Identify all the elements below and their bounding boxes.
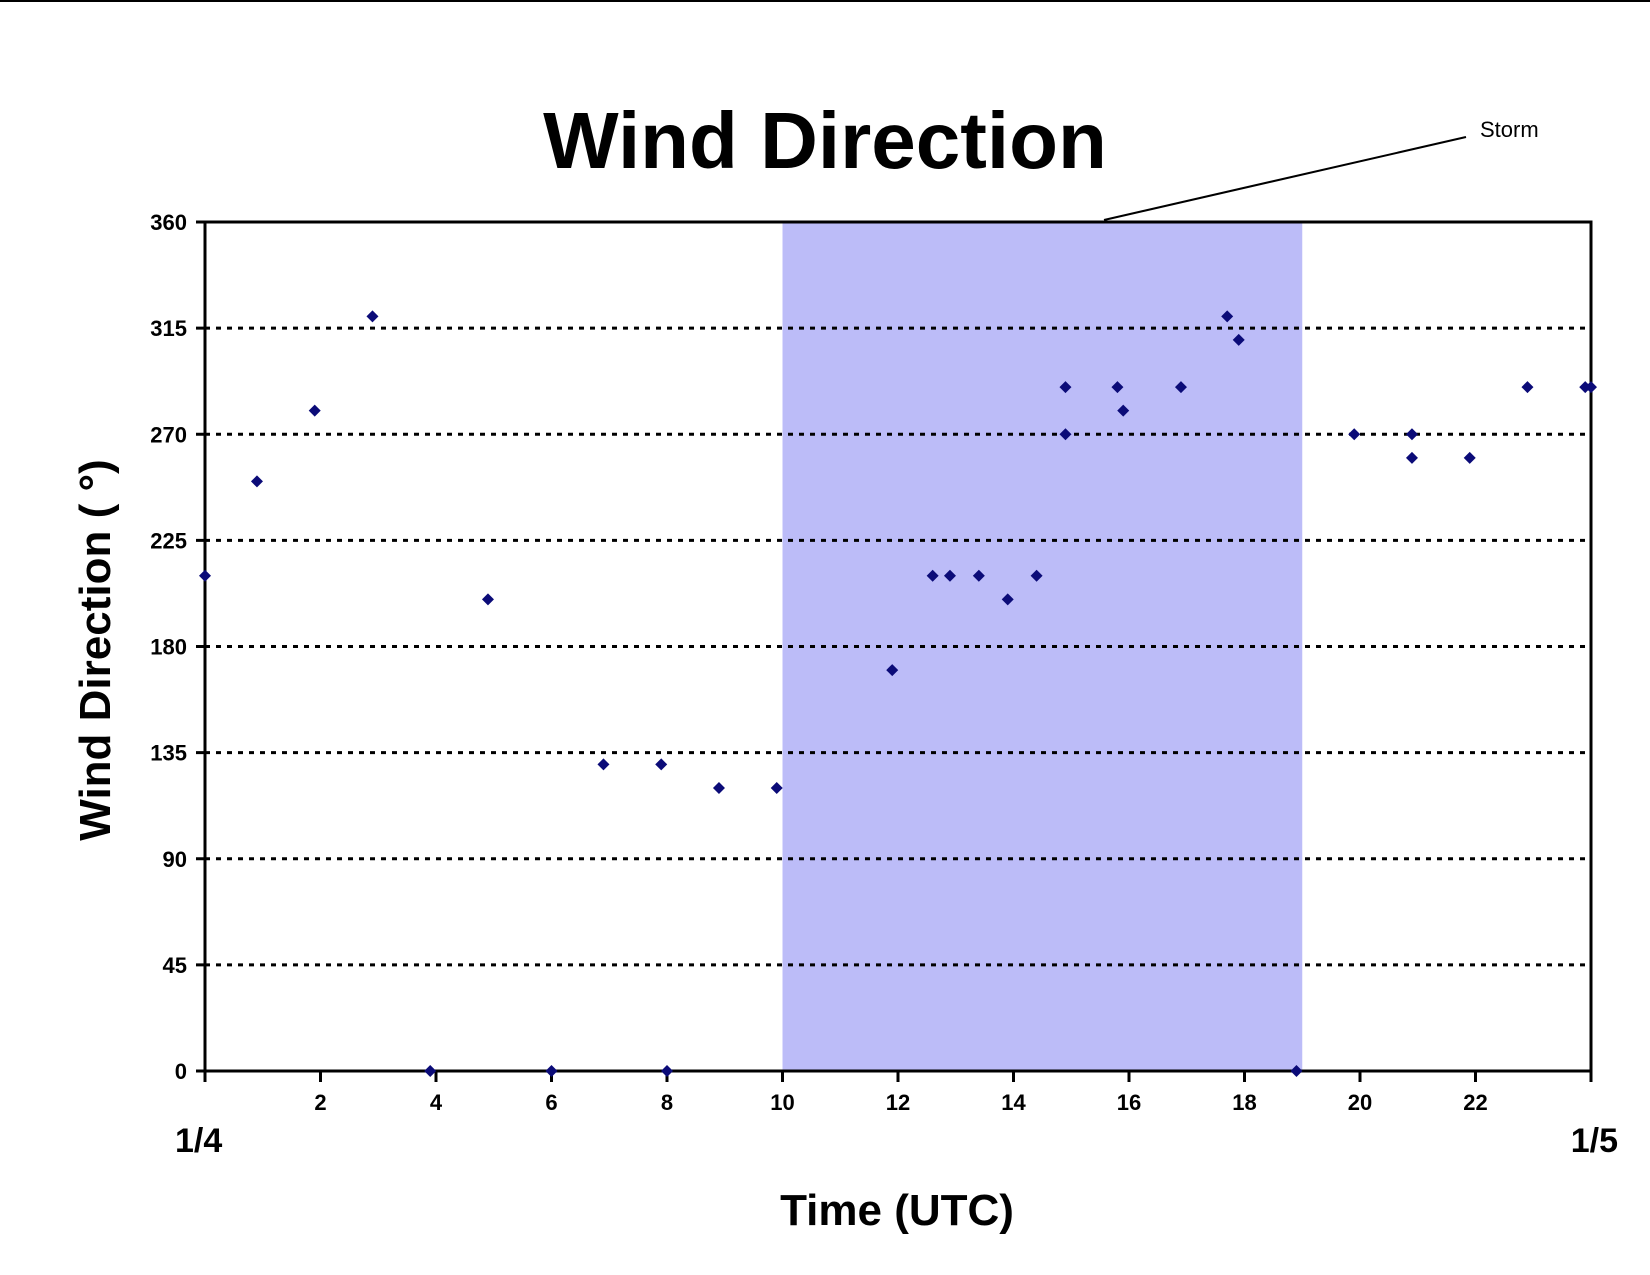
tick-labels: 0 45 90 135 180 225 270 315 360 2 4 6 8 10 12 14 16 18 20 2… xyxy=(150,210,1487,1115)
data-point xyxy=(481,593,494,606)
data-point xyxy=(1405,451,1418,464)
x-tick-label-16: 16 xyxy=(1117,1090,1141,1115)
y-tick-label-225: 225 xyxy=(150,528,187,553)
y-tick-label-135: 135 xyxy=(150,741,187,766)
data-point xyxy=(886,664,899,677)
y-tick-label-360: 360 xyxy=(150,210,187,235)
top-border-line xyxy=(0,0,1650,2)
y-tick-label-90: 90 xyxy=(163,847,187,872)
data-point xyxy=(1059,381,1072,394)
data-point xyxy=(1290,1065,1303,1077)
y-tick-label-0: 0 xyxy=(175,1059,187,1084)
data-point xyxy=(655,758,668,771)
data-point xyxy=(597,758,610,771)
data-point xyxy=(1059,428,1072,441)
x-tick-label-6: 6 xyxy=(545,1090,557,1115)
x-tick-label-18: 18 xyxy=(1232,1090,1256,1115)
data-point xyxy=(308,404,321,417)
data-point xyxy=(1405,428,1418,441)
x-tick-label-10: 10 xyxy=(770,1090,794,1115)
data-point xyxy=(1521,381,1534,394)
data-point xyxy=(1348,428,1361,441)
data-point xyxy=(661,1065,673,1077)
x-axis-label: Time (UTC) xyxy=(780,1186,1014,1235)
data-point xyxy=(972,569,985,582)
y-axis-label: Wind Direction ( °) xyxy=(71,459,120,840)
data-point xyxy=(1585,381,1597,394)
data-point xyxy=(1117,404,1130,417)
data-point xyxy=(424,1065,437,1077)
data-point xyxy=(1463,451,1476,464)
y-tick-label-315: 315 xyxy=(150,316,187,341)
data-point xyxy=(1001,593,1014,606)
data-point xyxy=(545,1065,558,1077)
x-tick-label-14: 14 xyxy=(1001,1090,1026,1115)
y-tick-label-180: 180 xyxy=(150,635,187,660)
y-tick-label-270: 270 xyxy=(150,422,187,447)
data-point xyxy=(250,475,263,488)
x-tick-label-20: 20 xyxy=(1348,1090,1372,1115)
data-point xyxy=(1232,333,1245,346)
data-point xyxy=(926,569,939,582)
x-tick-label-12: 12 xyxy=(886,1090,910,1115)
data-point xyxy=(1030,569,1043,582)
data-points xyxy=(199,310,1597,1077)
data-point xyxy=(1221,310,1234,323)
x-tick-label-8: 8 xyxy=(661,1090,673,1115)
data-point xyxy=(770,782,783,794)
date-end-label: 1/5 xyxy=(1571,1122,1618,1160)
data-point xyxy=(366,310,379,323)
data-point xyxy=(943,569,956,582)
storm-annotation-leader xyxy=(1103,136,1467,221)
x-tick-label-22: 22 xyxy=(1463,1090,1487,1115)
date-start-label: 1/4 xyxy=(175,1122,222,1160)
chart-title: Wind Direction xyxy=(543,96,1107,185)
x-tick-label-2: 2 xyxy=(314,1090,326,1115)
x-tick-label-4: 4 xyxy=(430,1090,443,1115)
storm-annotation-label: Storm xyxy=(1480,117,1539,142)
data-point xyxy=(1174,381,1187,394)
data-point xyxy=(199,569,211,582)
data-point xyxy=(1111,381,1124,394)
y-tick-label-45: 45 xyxy=(163,953,187,978)
data-point xyxy=(712,782,725,794)
